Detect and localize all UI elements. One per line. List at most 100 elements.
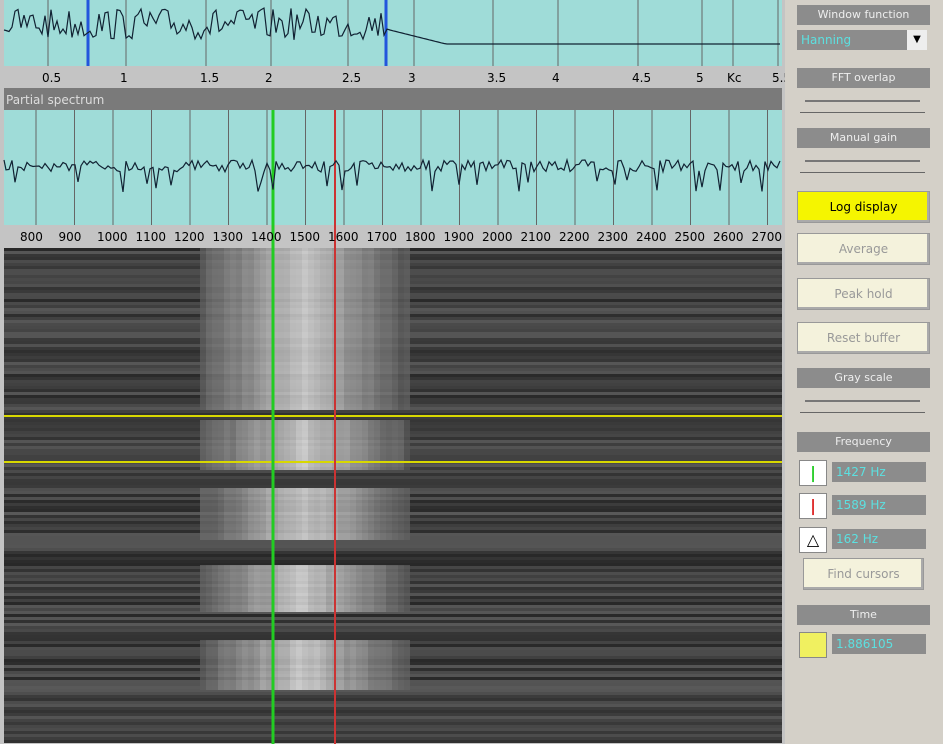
signal-band xyxy=(338,248,344,410)
waterfall-row xyxy=(4,557,782,560)
log-display-button[interactable]: Log display xyxy=(797,191,930,223)
waterfall-row xyxy=(4,713,782,716)
waterfall-row xyxy=(4,728,782,731)
signal-band xyxy=(230,565,236,612)
signal-band xyxy=(356,640,362,690)
waterfall-row xyxy=(4,410,782,413)
time-icon xyxy=(799,632,827,658)
reset-buffer-button[interactable]: Reset buffer xyxy=(797,322,930,354)
waterfall-row xyxy=(4,545,782,548)
signal-band xyxy=(278,640,284,690)
signal-band xyxy=(344,640,350,690)
waterfall-row xyxy=(4,470,782,473)
axis-label: 3.5 xyxy=(487,71,506,85)
signal-band xyxy=(236,565,242,612)
signal-band xyxy=(308,248,314,410)
signal-band xyxy=(230,488,236,540)
waterfall-row xyxy=(4,719,782,722)
signal-band xyxy=(356,565,362,612)
waterfall-row xyxy=(4,722,782,725)
average-button[interactable]: Average xyxy=(797,233,930,265)
signal-band xyxy=(398,640,404,690)
waterfall-row xyxy=(4,740,782,743)
waterfall-row xyxy=(4,614,782,617)
signal-band xyxy=(236,640,242,690)
waterfall-row xyxy=(4,704,782,707)
waterfall-row xyxy=(4,734,782,737)
window-function-select[interactable]: Hanning xyxy=(797,30,911,50)
fft-overlap-slider[interactable] xyxy=(800,92,925,113)
signal-band xyxy=(224,565,230,612)
gray-scale-label: Gray scale xyxy=(797,368,930,388)
signal-band xyxy=(380,565,386,612)
cursor1-frequency: 1427 Hz xyxy=(832,462,926,482)
axis-label: 4 xyxy=(552,71,560,85)
signal-band xyxy=(356,248,362,410)
signal-band xyxy=(266,640,272,690)
signal-band xyxy=(368,640,374,690)
delta-icon: △ xyxy=(799,527,827,553)
partial-title: Partial spectrum xyxy=(6,93,104,107)
waterfall-row xyxy=(4,485,782,488)
find-cursors-button[interactable]: Find cursors xyxy=(803,558,924,590)
signal-band xyxy=(344,565,350,612)
waterfall-row xyxy=(4,635,782,638)
signal-band xyxy=(248,248,254,410)
signal-band xyxy=(206,640,212,690)
signal-band xyxy=(236,488,242,540)
signal-band xyxy=(254,565,260,612)
signal-band xyxy=(320,640,326,690)
signal-band xyxy=(290,565,296,612)
waterfall-row xyxy=(4,632,782,635)
waterfall-row xyxy=(4,476,782,479)
signal-band xyxy=(284,640,290,690)
signal-band xyxy=(350,488,356,540)
green-cursor-icon[interactable]: | xyxy=(799,460,827,486)
signal-band xyxy=(242,565,248,612)
signal-band xyxy=(368,248,374,410)
signal-band xyxy=(326,248,332,410)
peak-hold-button[interactable]: Peak hold xyxy=(797,278,930,310)
signal-band xyxy=(386,640,392,690)
signal-band xyxy=(206,488,212,540)
dropdown-arrow[interactable]: ▼ xyxy=(907,30,927,50)
partial-spectrum xyxy=(4,110,782,225)
waterfall-row xyxy=(4,707,782,710)
signal-band xyxy=(212,488,218,540)
time-value: 1.886105 xyxy=(832,634,926,654)
signal-band xyxy=(218,488,224,540)
gray-scale-slider[interactable] xyxy=(800,392,925,413)
signal-band xyxy=(308,565,314,612)
window-function-label: Window function xyxy=(797,5,930,25)
signal-band xyxy=(260,248,266,410)
signal-band xyxy=(302,248,308,410)
waterfall-row xyxy=(4,695,782,698)
signal-band xyxy=(284,565,290,612)
signal-band xyxy=(206,248,212,410)
signal-band xyxy=(212,248,218,410)
signal-band xyxy=(200,248,206,410)
signal-band xyxy=(200,640,206,690)
signal-band xyxy=(296,248,302,410)
signal-band xyxy=(392,488,398,540)
signal-band xyxy=(206,565,212,612)
signal-band xyxy=(290,640,296,690)
waterfall-row xyxy=(4,554,782,557)
signal-band xyxy=(296,640,302,690)
signal-band xyxy=(236,248,242,410)
axis-label: 0.5 xyxy=(42,71,61,85)
waterfall-row xyxy=(4,542,782,545)
signal-band xyxy=(338,565,344,612)
signal-band xyxy=(404,640,410,690)
signal-band xyxy=(320,565,326,612)
frequency-label: Frequency xyxy=(797,432,930,452)
waterfall-row xyxy=(4,629,782,632)
manual-gain-slider[interactable] xyxy=(800,152,925,173)
signal-band xyxy=(242,640,248,690)
signal-band xyxy=(386,488,392,540)
signal-band xyxy=(380,640,386,690)
signal-band xyxy=(386,565,392,612)
red-cursor-icon[interactable]: | xyxy=(799,493,827,519)
axis-label: 2 xyxy=(265,71,273,85)
